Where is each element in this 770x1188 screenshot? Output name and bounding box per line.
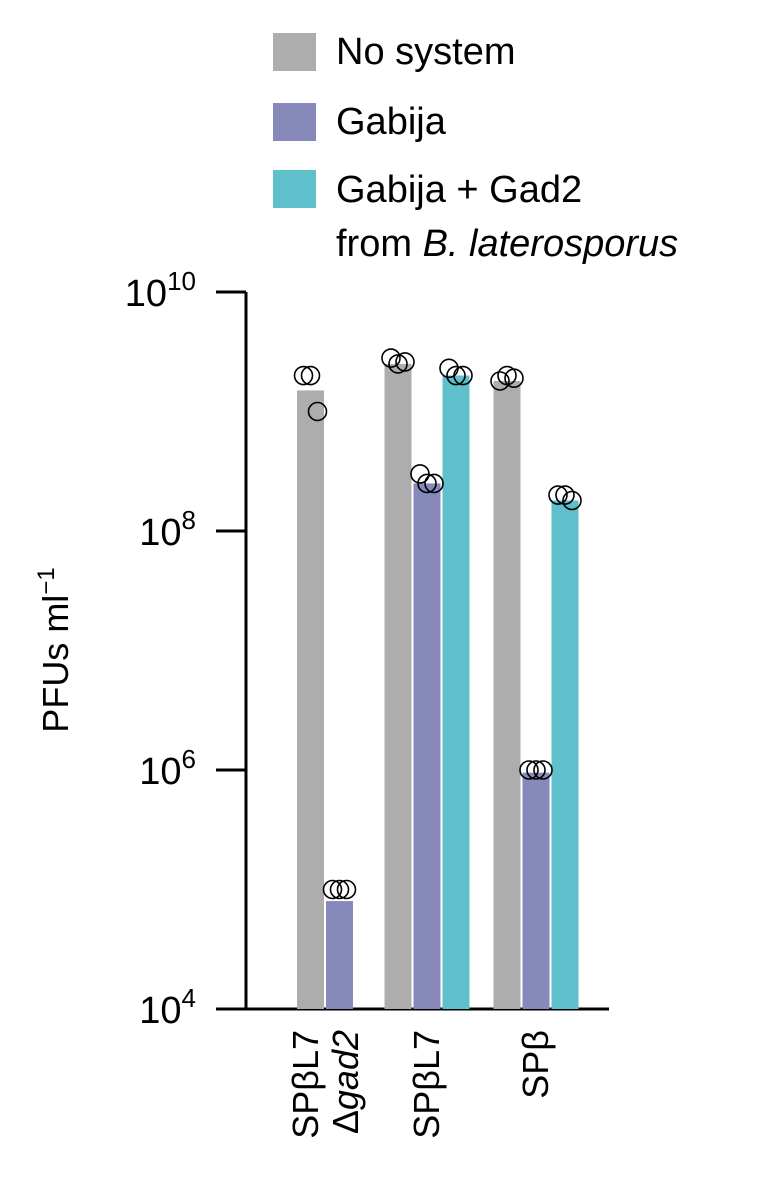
legend-swatch-no-system	[273, 33, 316, 71]
data-point	[329, 879, 350, 900]
category-label-line2: Δgad2	[325, 1030, 366, 1134]
y-tick-base: 10	[139, 512, 181, 554]
category-label: SPβL7	[285, 1030, 326, 1139]
y-axis-title: PFUs ml−1	[33, 567, 76, 732]
y-tick-exp: 8	[182, 505, 196, 535]
y-axis-title-text: PFUs ml	[35, 595, 76, 733]
bar	[413, 483, 441, 1009]
legend-label-line2-prefix: from	[336, 223, 423, 265]
bar	[326, 901, 353, 1009]
data-point	[446, 365, 466, 386]
data-point	[519, 760, 539, 780]
bar	[493, 380, 521, 1009]
legend-label-gabija: Gabija	[336, 101, 447, 143]
y-axis-title-sup: −1	[33, 567, 60, 594]
y-tick-label: 106	[139, 744, 196, 793]
bar	[522, 772, 550, 1009]
y-tick-label: 108	[139, 505, 196, 554]
bar	[297, 390, 324, 1009]
data-point	[533, 760, 553, 780]
data-point	[526, 760, 546, 780]
category-label-line1: SPβ	[515, 1030, 556, 1099]
data-point	[439, 358, 459, 379]
data-point	[555, 485, 575, 505]
category-label-line2-prefix: Δ	[325, 1110, 366, 1134]
legend-label-gabija-gad2-line2: from B. laterosporus	[336, 223, 678, 265]
data-point	[490, 371, 510, 391]
y-tick-base: 10	[139, 751, 181, 793]
legend-label-no-system: No system	[336, 31, 515, 73]
legend-label-line2-italic: B. laterosporus	[423, 223, 679, 265]
y-tick-exp: 10	[167, 266, 196, 296]
bar	[384, 363, 412, 1009]
legend-swatch-gabija	[273, 103, 316, 141]
data-point	[504, 368, 524, 388]
category-label-line1: SPβL7	[285, 1030, 326, 1139]
bars	[297, 363, 579, 1009]
points	[293, 348, 582, 900]
data-point	[293, 365, 314, 386]
category-label: SPβ	[515, 1030, 556, 1099]
category-labels: SPβL7 Δgad2 SPβL7 SPβ	[285, 1030, 556, 1139]
data-point	[417, 473, 437, 494]
data-point	[336, 879, 357, 900]
y-tick-label: 104	[139, 983, 196, 1032]
data-point	[395, 352, 415, 372]
axes	[216, 292, 609, 1011]
legend-swatch-gabija-gad2	[273, 170, 316, 208]
y-tick-base: 10	[139, 990, 181, 1032]
bar	[551, 500, 579, 1009]
category-label-line1: SPβL7	[406, 1030, 447, 1139]
data-point	[381, 348, 401, 368]
y-tick-exp: 4	[182, 983, 196, 1013]
data-point	[388, 354, 408, 374]
y-tick-exp: 6	[182, 744, 196, 774]
category-label-line2-italic: gad2	[325, 1030, 366, 1110]
data-point	[322, 879, 343, 900]
legend-label-gabija-gad2-line1: Gabija + Gad2	[336, 169, 582, 211]
data-point	[562, 490, 582, 511]
data-point	[548, 485, 568, 505]
data-point	[424, 473, 444, 494]
legend: No system Gabija Gabija + Gad2 from B. l…	[273, 31, 678, 265]
category-label: SPβL7	[406, 1030, 447, 1139]
data-point	[300, 365, 321, 386]
data-point	[307, 401, 328, 422]
y-tick-label: 1010	[125, 266, 196, 315]
y-tick-base: 10	[125, 273, 167, 315]
bar	[442, 375, 470, 1009]
data-point	[453, 365, 473, 386]
